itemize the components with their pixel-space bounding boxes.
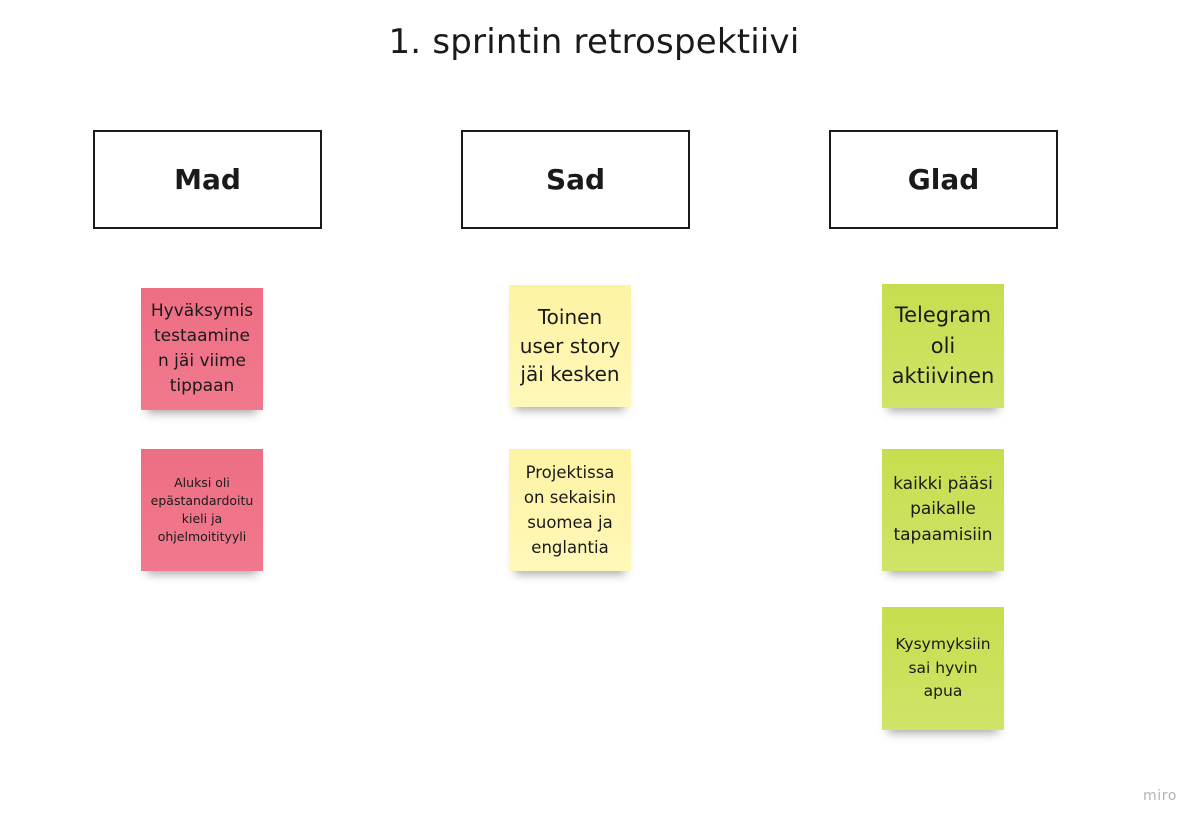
sticky-note-glad-2[interactable]: kaikki pääsi paikalle tapaamisiin <box>882 449 1004 571</box>
sticky-note-glad-1[interactable]: Telegram oli aktiivinen <box>882 284 1004 408</box>
board-title: 1. sprintin retrospektiivi <box>388 22 800 62</box>
sticky-note-sad-1[interactable]: Toinen user story jäi kesken <box>509 285 631 407</box>
column-header-mad[interactable]: Mad <box>93 130 322 229</box>
sticky-note-mad-2[interactable]: Aluksi oli epästandardoitu kieli ja ohje… <box>141 449 263 571</box>
column-header-glad[interactable]: Glad <box>829 130 1058 229</box>
column-header-sad[interactable]: Sad <box>461 130 690 229</box>
miro-watermark: miro <box>1143 788 1177 804</box>
sticky-note-sad-2[interactable]: Projektissa on sekaisin suomea ja englan… <box>509 449 631 571</box>
sticky-note-mad-1[interactable]: Hyväksymis testaamine n jäi viime tippaa… <box>141 288 263 410</box>
sticky-note-glad-3[interactable]: Kysymyksiin sai hyvin apua <box>882 607 1004 730</box>
